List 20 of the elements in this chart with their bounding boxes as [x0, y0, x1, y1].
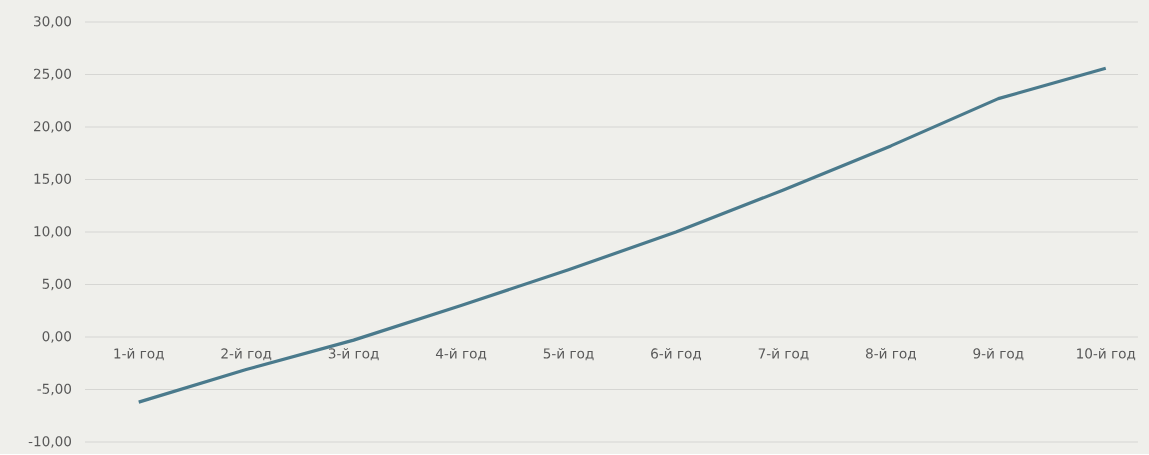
x-tick-label: 10-й год: [1077, 348, 1136, 361]
y-tick-label: 10,00: [34, 226, 72, 239]
x-tick-label: 8-й год: [865, 348, 916, 361]
x-tick-label: 5-й год: [543, 348, 594, 361]
x-tick-label: 7-й год: [758, 348, 809, 361]
y-tick-label: 15,00: [34, 173, 72, 186]
y-tick-label: 30,00: [34, 16, 72, 29]
y-tick-label: -10,00: [28, 436, 72, 449]
x-tick-label: 9-й год: [973, 348, 1024, 361]
y-tick-label: -5,00: [37, 383, 72, 396]
y-tick-label: 5,00: [42, 278, 72, 291]
y-tick-label: 0,00: [42, 331, 72, 344]
x-tick-label: 6-й год: [651, 348, 702, 361]
x-tick-label: 3-й год: [328, 348, 379, 361]
x-tick-label: 2-й год: [221, 348, 272, 361]
x-tick-label: 4-й год: [435, 348, 487, 361]
y-tick-label: 25,00: [34, 68, 72, 81]
y-tick-label: 20,00: [34, 121, 72, 134]
x-tick-label: 1-й год: [114, 348, 164, 361]
line-series: [137, 66, 1108, 404]
